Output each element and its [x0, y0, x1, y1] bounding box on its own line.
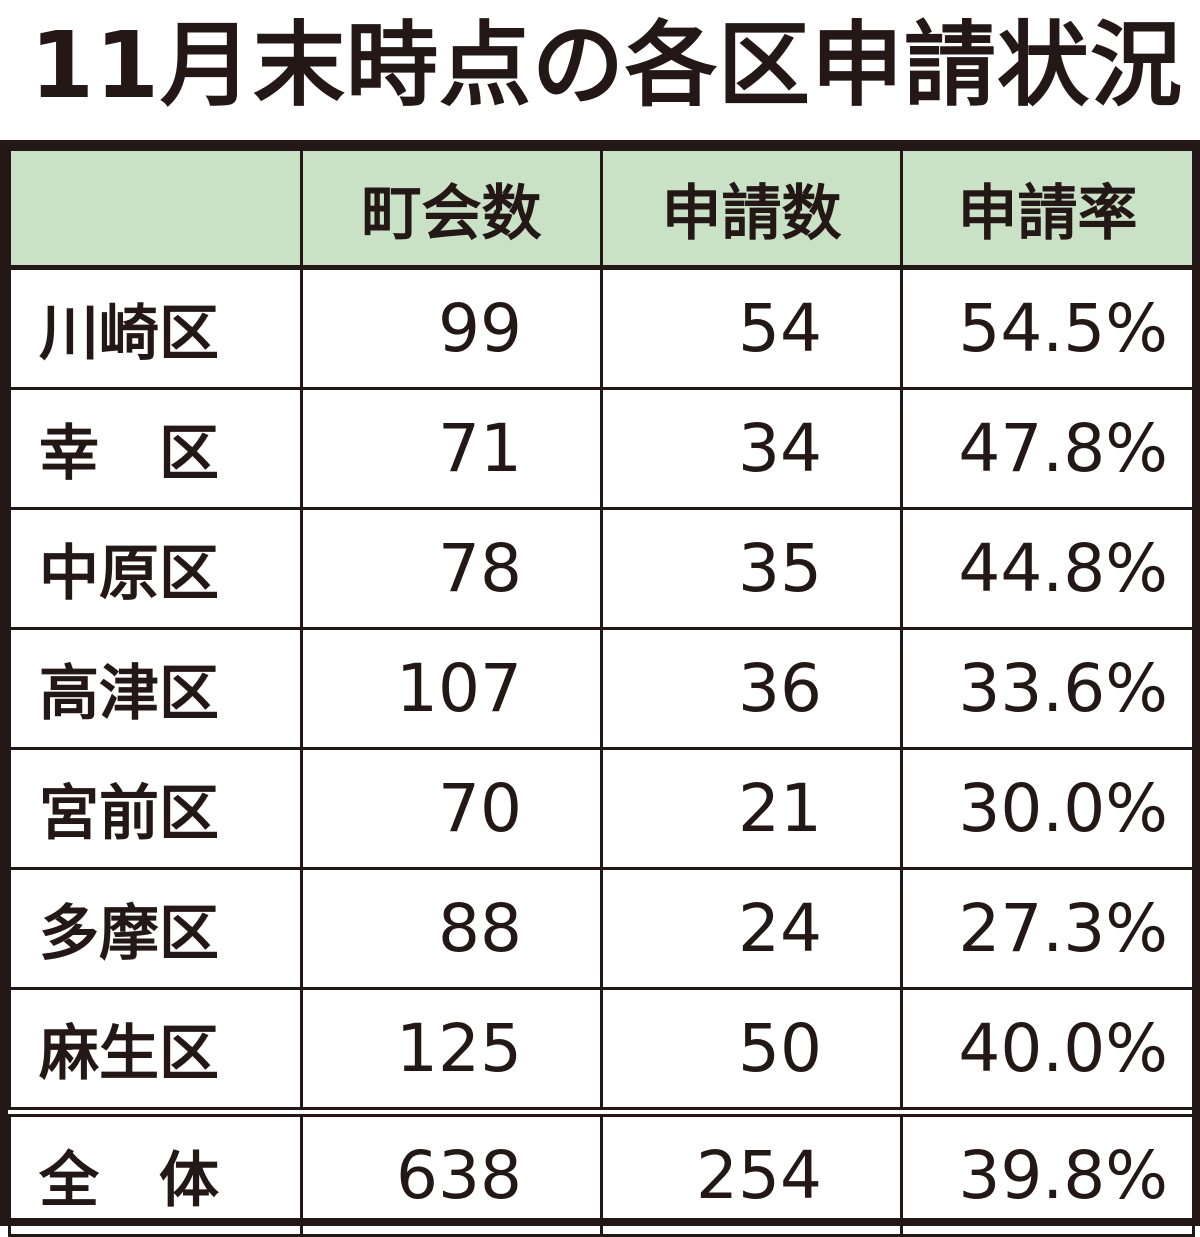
- total-row: 全 体 638 254 39.8%: [8, 1107, 1195, 1237]
- rate-cell: 40.0%: [900, 987, 1195, 1114]
- table-row: 中原区 78 35 44.8%: [8, 507, 1195, 630]
- total-count-cell: 638: [300, 1107, 603, 1237]
- rate-cell: 30.0%: [900, 747, 1195, 870]
- ward-name: 麻生区: [8, 987, 303, 1114]
- table-row: 麻生区 125 50 40.0%: [8, 987, 1195, 1114]
- count-cell: 71: [300, 387, 603, 510]
- count-cell: 107: [300, 627, 603, 750]
- count-cell: 99: [300, 266, 603, 390]
- total-label: 全 体: [8, 1107, 303, 1237]
- rate-cell: 44.8%: [900, 507, 1195, 630]
- header-cell-applied: 申請数: [600, 148, 903, 270]
- ward-name: 幸 区: [8, 387, 303, 510]
- applied-cell: 54: [600, 266, 903, 390]
- count-cell: 70: [300, 747, 603, 870]
- count-cell: 88: [300, 867, 603, 990]
- page-title: 11月末時点の各区申請状況: [30, 12, 1184, 119]
- data-table: 町会数 申請数 申請率 川崎区 99 54 54.5% 幸 区 71 34 47…: [8, 148, 1195, 1237]
- applied-cell: 50: [600, 987, 903, 1114]
- table-row: 川崎区 99 54 54.5%: [8, 266, 1195, 390]
- ward-name: 高津区: [8, 627, 303, 750]
- table-row: 高津区 107 36 33.6%: [8, 627, 1195, 750]
- ward-name: 川崎区: [8, 266, 303, 390]
- rate-cell: 33.6%: [900, 627, 1195, 750]
- rate-cell: 54.5%: [900, 266, 1195, 390]
- header-cell-count: 町会数: [300, 148, 603, 270]
- ward-name: 多摩区: [8, 867, 303, 990]
- applied-cell: 34: [600, 387, 903, 510]
- header-cell-rate: 申請率: [900, 148, 1195, 270]
- applied-cell: 36: [600, 627, 903, 750]
- header-row: 町会数 申請数 申請率: [8, 148, 1195, 270]
- rate-cell: 27.3%: [900, 867, 1195, 990]
- rate-cell: 47.8%: [900, 387, 1195, 510]
- applied-cell: 21: [600, 747, 903, 870]
- table-row: 多摩区 88 24 27.3%: [8, 867, 1195, 990]
- count-cell: 125: [300, 987, 603, 1114]
- header-cell-empty: [8, 148, 303, 270]
- count-cell: 78: [300, 507, 603, 630]
- applied-cell: 24: [600, 867, 903, 990]
- status-table: 町会数 申請数 申請率 川崎区 99 54 54.5% 幸 区 71 34 47…: [0, 140, 1200, 1237]
- total-applied-cell: 254: [600, 1107, 903, 1237]
- ward-name: 宮前区: [8, 747, 303, 870]
- table-row: 幸 区 71 34 47.8%: [8, 387, 1195, 510]
- ward-name: 中原区: [8, 507, 303, 630]
- applied-cell: 35: [600, 507, 903, 630]
- total-rate-cell: 39.8%: [900, 1107, 1195, 1237]
- table-row: 宮前区 70 21 30.0%: [8, 747, 1195, 870]
